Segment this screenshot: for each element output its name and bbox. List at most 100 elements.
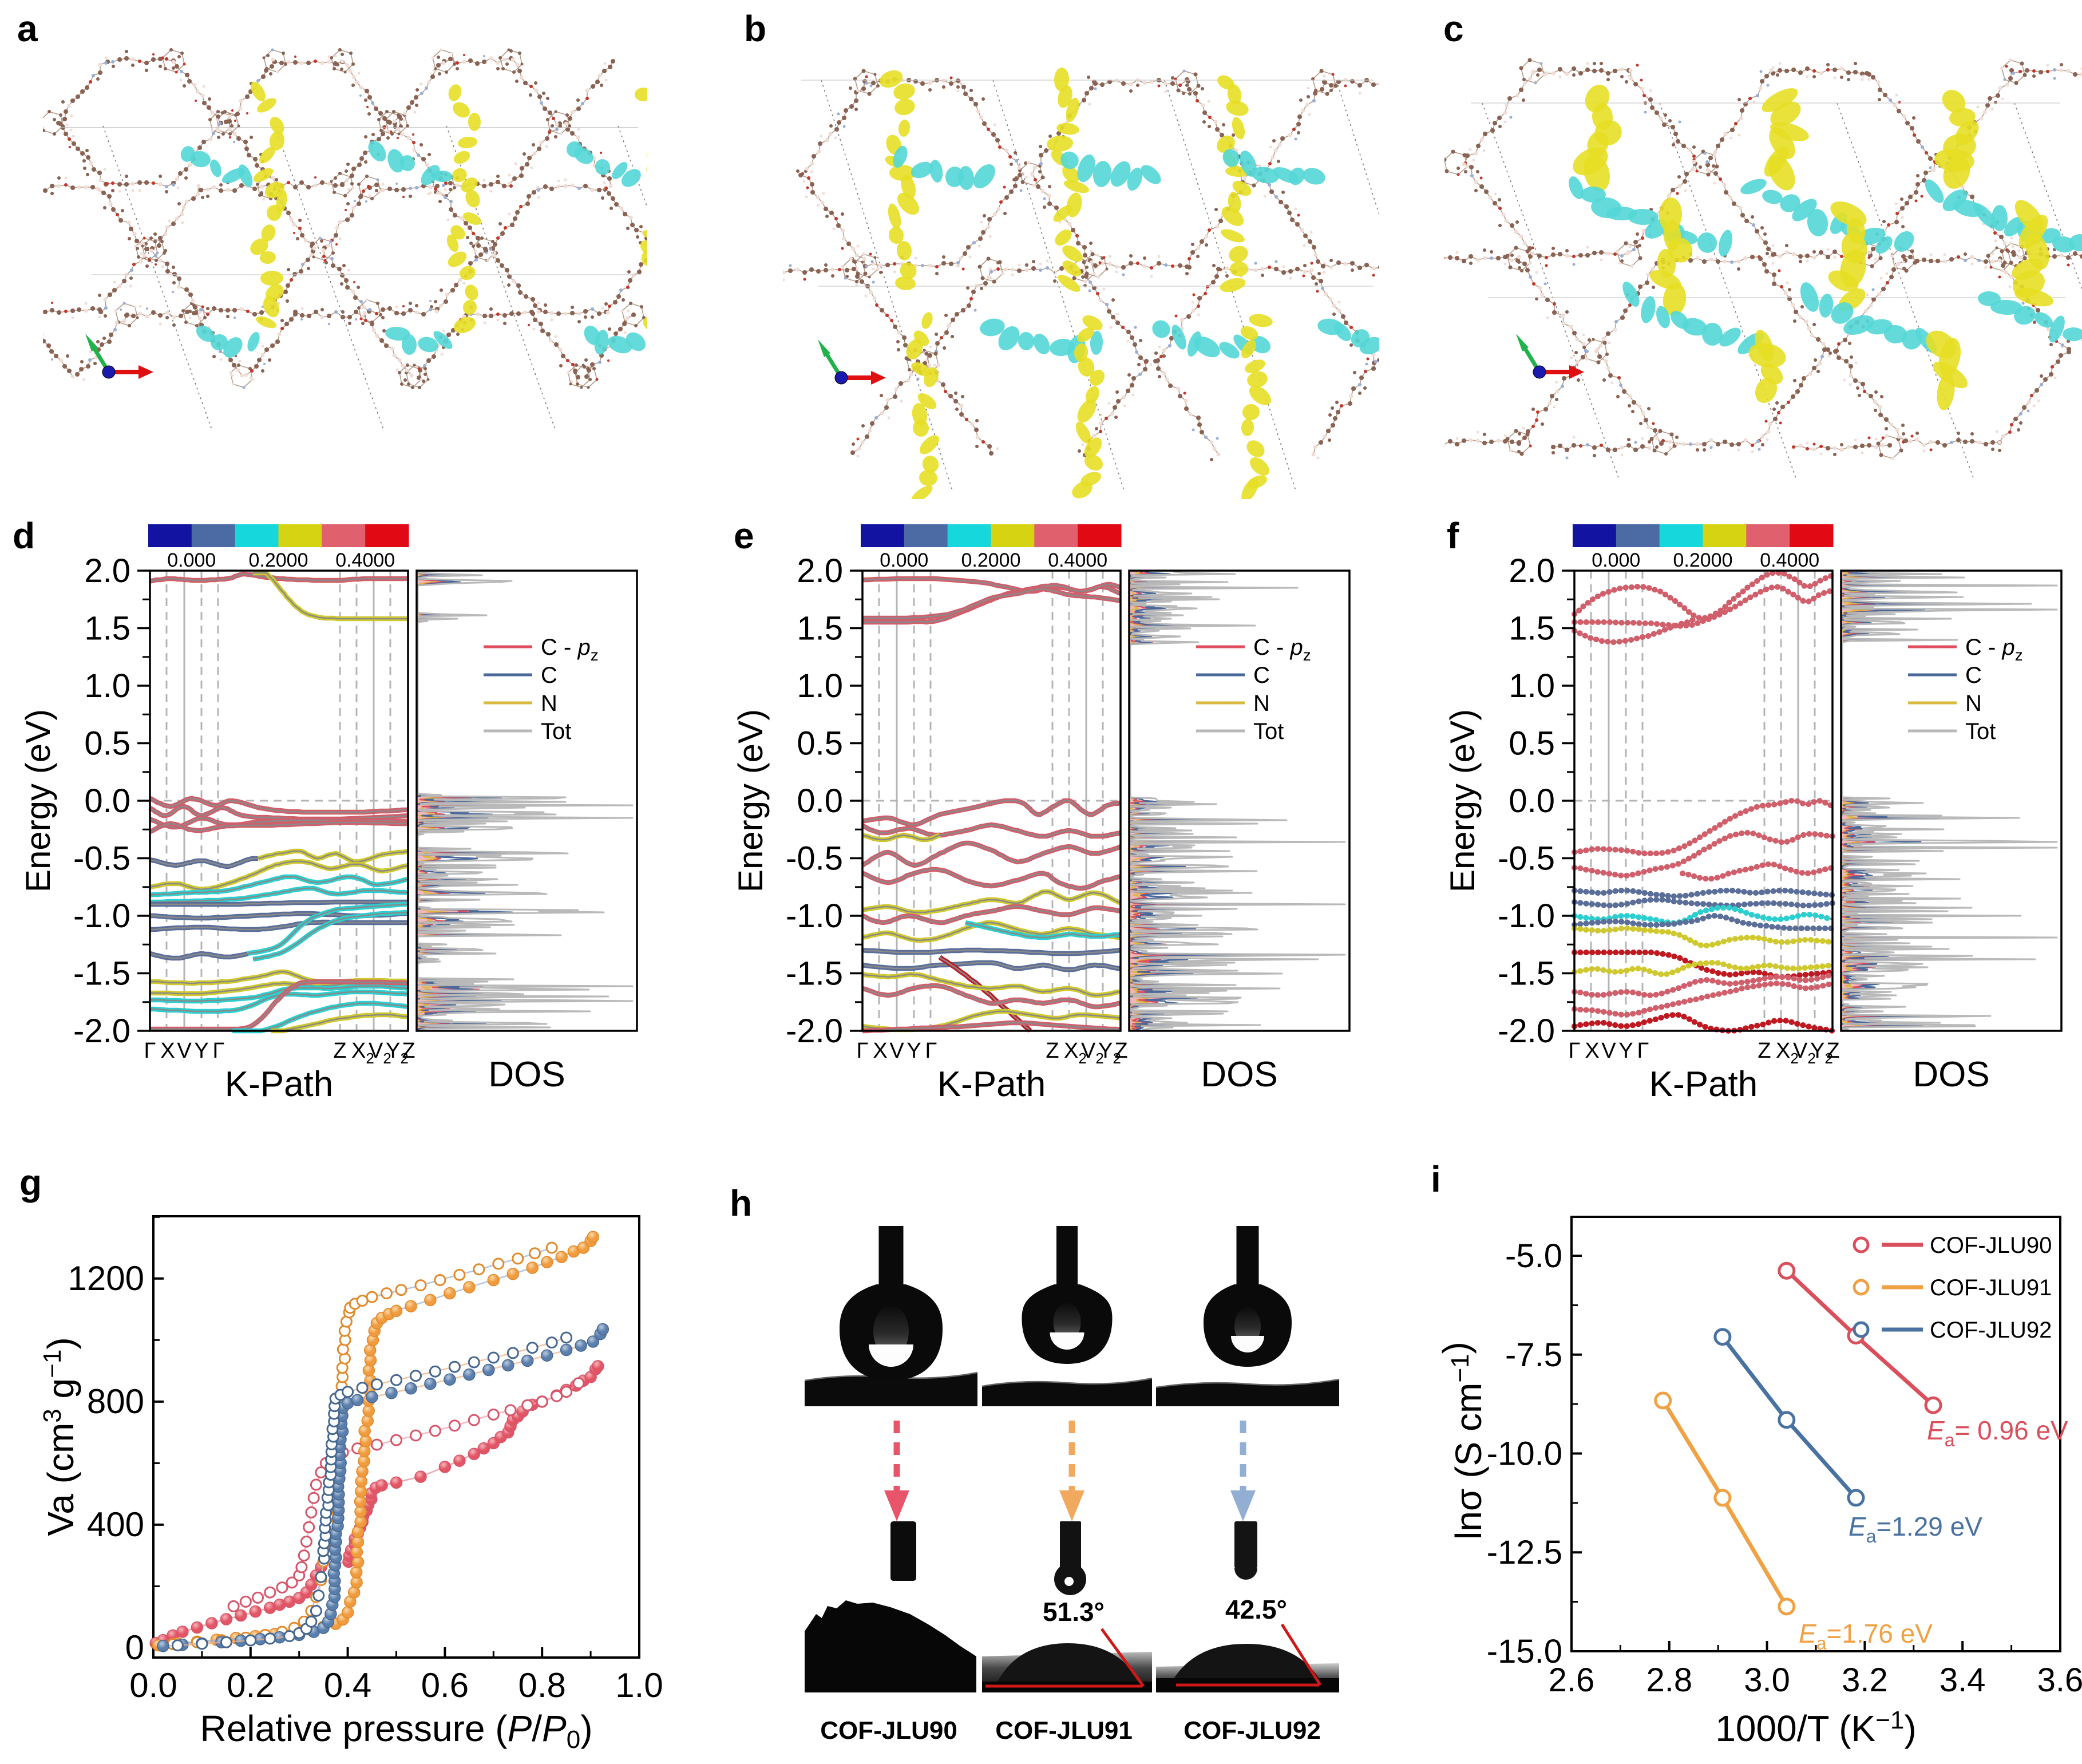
svg-text:-0.5: -0.5: [786, 840, 843, 877]
svg-text:V: V: [1601, 1039, 1616, 1063]
svg-text:V: V: [177, 1039, 192, 1063]
svg-text:-1.0: -1.0: [786, 897, 843, 935]
svg-text:-15.0: -15.0: [1487, 1633, 1562, 1670]
svg-text:-7.5: -7.5: [1505, 1336, 1562, 1374]
svg-text:2.0: 2.0: [1509, 552, 1555, 590]
svg-text:COF-JLU91: COF-JLU91: [995, 1716, 1133, 1745]
svg-text:d: d: [13, 515, 35, 556]
svg-text:X: X: [160, 1039, 175, 1063]
svg-text:h: h: [730, 1182, 752, 1224]
svg-text:X: X: [1585, 1039, 1599, 1063]
svg-text:Z: Z: [1826, 1039, 1839, 1063]
svg-text:C - pz: C - pz: [541, 635, 599, 664]
svg-text:Y: Y: [194, 1039, 208, 1063]
svg-text:0.2000: 0.2000: [1673, 549, 1733, 571]
svg-text:K-Path: K-Path: [1649, 1065, 1758, 1104]
svg-text:42.5°: 42.5°: [1225, 1595, 1287, 1624]
svg-text:Z: Z: [402, 1039, 415, 1063]
svg-text:K-Path: K-Path: [937, 1065, 1046, 1104]
svg-text:Γ: Γ: [1569, 1039, 1581, 1063]
svg-text:Z: Z: [333, 1039, 346, 1063]
svg-text:3.4: 3.4: [1939, 1662, 1986, 1699]
svg-text:Relative pressure (P/P0): Relative pressure (P/P0): [200, 1708, 592, 1754]
svg-text:0.5: 0.5: [84, 725, 130, 762]
svg-text:C: C: [1965, 663, 1982, 688]
svg-text:Tot: Tot: [541, 719, 571, 744]
svg-text:1.0: 1.0: [1509, 667, 1555, 705]
svg-text:Ea=1.29 eV: Ea=1.29 eV: [1849, 1512, 1982, 1547]
svg-text:1.5: 1.5: [797, 610, 843, 647]
svg-text:-0.5: -0.5: [73, 840, 130, 877]
svg-text:Γ: Γ: [144, 1039, 156, 1063]
svg-text:Va (cm3 g−1): Va (cm3 g−1): [38, 1337, 81, 1536]
svg-text:Y: Y: [1618, 1039, 1633, 1063]
svg-text:COF-JLU92: COF-JLU92: [1930, 1318, 2052, 1343]
svg-text:3.2: 3.2: [1842, 1662, 1888, 1699]
svg-text:Ea= 0.96 eV: Ea= 0.96 eV: [1927, 1415, 2068, 1450]
svg-text:N: N: [1253, 691, 1270, 716]
svg-text:DOS: DOS: [488, 1055, 565, 1094]
svg-text:0.0: 0.0: [129, 1666, 177, 1704]
svg-text:COF-JLU91: COF-JLU91: [1930, 1275, 2052, 1300]
svg-text:g: g: [19, 1162, 42, 1203]
svg-text:Y: Y: [907, 1039, 921, 1063]
svg-text:1.0: 1.0: [797, 667, 843, 705]
svg-text:0.5: 0.5: [797, 725, 843, 762]
svg-text:X: X: [873, 1039, 887, 1063]
svg-text:V2: V2: [1793, 1039, 1816, 1067]
svg-text:1.5: 1.5: [84, 610, 130, 647]
svg-text:N: N: [1965, 691, 1982, 716]
svg-text:DOS: DOS: [1201, 1055, 1277, 1094]
svg-text:0.2000: 0.2000: [249, 549, 308, 571]
svg-text:f: f: [1447, 515, 1459, 556]
svg-text:Ea=1.76 eV: Ea=1.76 eV: [1799, 1619, 1933, 1654]
svg-text:0.000: 0.000: [167, 549, 216, 571]
svg-text:c: c: [1443, 8, 1464, 49]
svg-text:1200: 1200: [68, 1259, 144, 1298]
svg-text:2.8: 2.8: [1646, 1662, 1692, 1699]
svg-text:0.4000: 0.4000: [1760, 549, 1819, 571]
svg-text:Energy (eV): Energy (eV): [1443, 709, 1482, 892]
svg-text:3.0: 3.0: [1744, 1662, 1790, 1699]
svg-text:800: 800: [87, 1382, 144, 1421]
svg-text:COF-JLU90: COF-JLU90: [1930, 1233, 2052, 1258]
svg-text:Γ: Γ: [925, 1039, 937, 1063]
svg-text:1.0: 1.0: [615, 1666, 663, 1704]
svg-text:Γ: Γ: [857, 1039, 869, 1063]
svg-text:0.8: 0.8: [518, 1666, 565, 1704]
svg-text:Energy (eV): Energy (eV): [731, 709, 770, 892]
svg-text:b: b: [744, 8, 766, 49]
svg-text:0.0: 0.0: [797, 782, 843, 820]
svg-text:Z: Z: [1046, 1039, 1059, 1063]
svg-text:-2.0: -2.0: [786, 1012, 843, 1050]
svg-text:2.0: 2.0: [84, 552, 130, 590]
svg-text:0.4000: 0.4000: [1048, 549, 1107, 571]
svg-text:0: 0: [125, 1628, 144, 1667]
svg-text:C: C: [541, 663, 557, 688]
svg-text:Γ: Γ: [1637, 1039, 1649, 1063]
svg-text:V: V: [889, 1039, 904, 1063]
svg-text:1.5: 1.5: [1509, 610, 1555, 647]
svg-text:-1.5: -1.5: [1498, 955, 1555, 992]
svg-text:C: C: [1253, 663, 1270, 688]
svg-text:Z: Z: [1758, 1039, 1771, 1063]
svg-text:a: a: [17, 8, 38, 49]
svg-text:0.000: 0.000: [1592, 549, 1640, 571]
svg-text:0.6: 0.6: [421, 1666, 469, 1704]
svg-text:DOS: DOS: [1913, 1055, 1989, 1094]
svg-text:COF-JLU90: COF-JLU90: [820, 1716, 957, 1745]
svg-text:Γ: Γ: [213, 1039, 225, 1063]
svg-text:0.4: 0.4: [324, 1666, 371, 1704]
svg-text:K-Path: K-Path: [225, 1065, 334, 1104]
svg-text:0.0: 0.0: [1509, 782, 1555, 820]
svg-text:-2.0: -2.0: [1498, 1012, 1555, 1050]
svg-text:-5.0: -5.0: [1505, 1237, 1562, 1275]
svg-text:-1.0: -1.0: [73, 897, 130, 935]
svg-text:400: 400: [87, 1505, 144, 1544]
svg-text:3.6: 3.6: [2037, 1662, 2082, 1699]
svg-text:-1.0: -1.0: [1498, 897, 1555, 935]
svg-text:2.0: 2.0: [797, 552, 843, 590]
svg-text:-12.5: -12.5: [1487, 1534, 1562, 1571]
svg-text:0.4000: 0.4000: [335, 549, 395, 571]
svg-text:51.3°: 51.3°: [1043, 1597, 1105, 1627]
